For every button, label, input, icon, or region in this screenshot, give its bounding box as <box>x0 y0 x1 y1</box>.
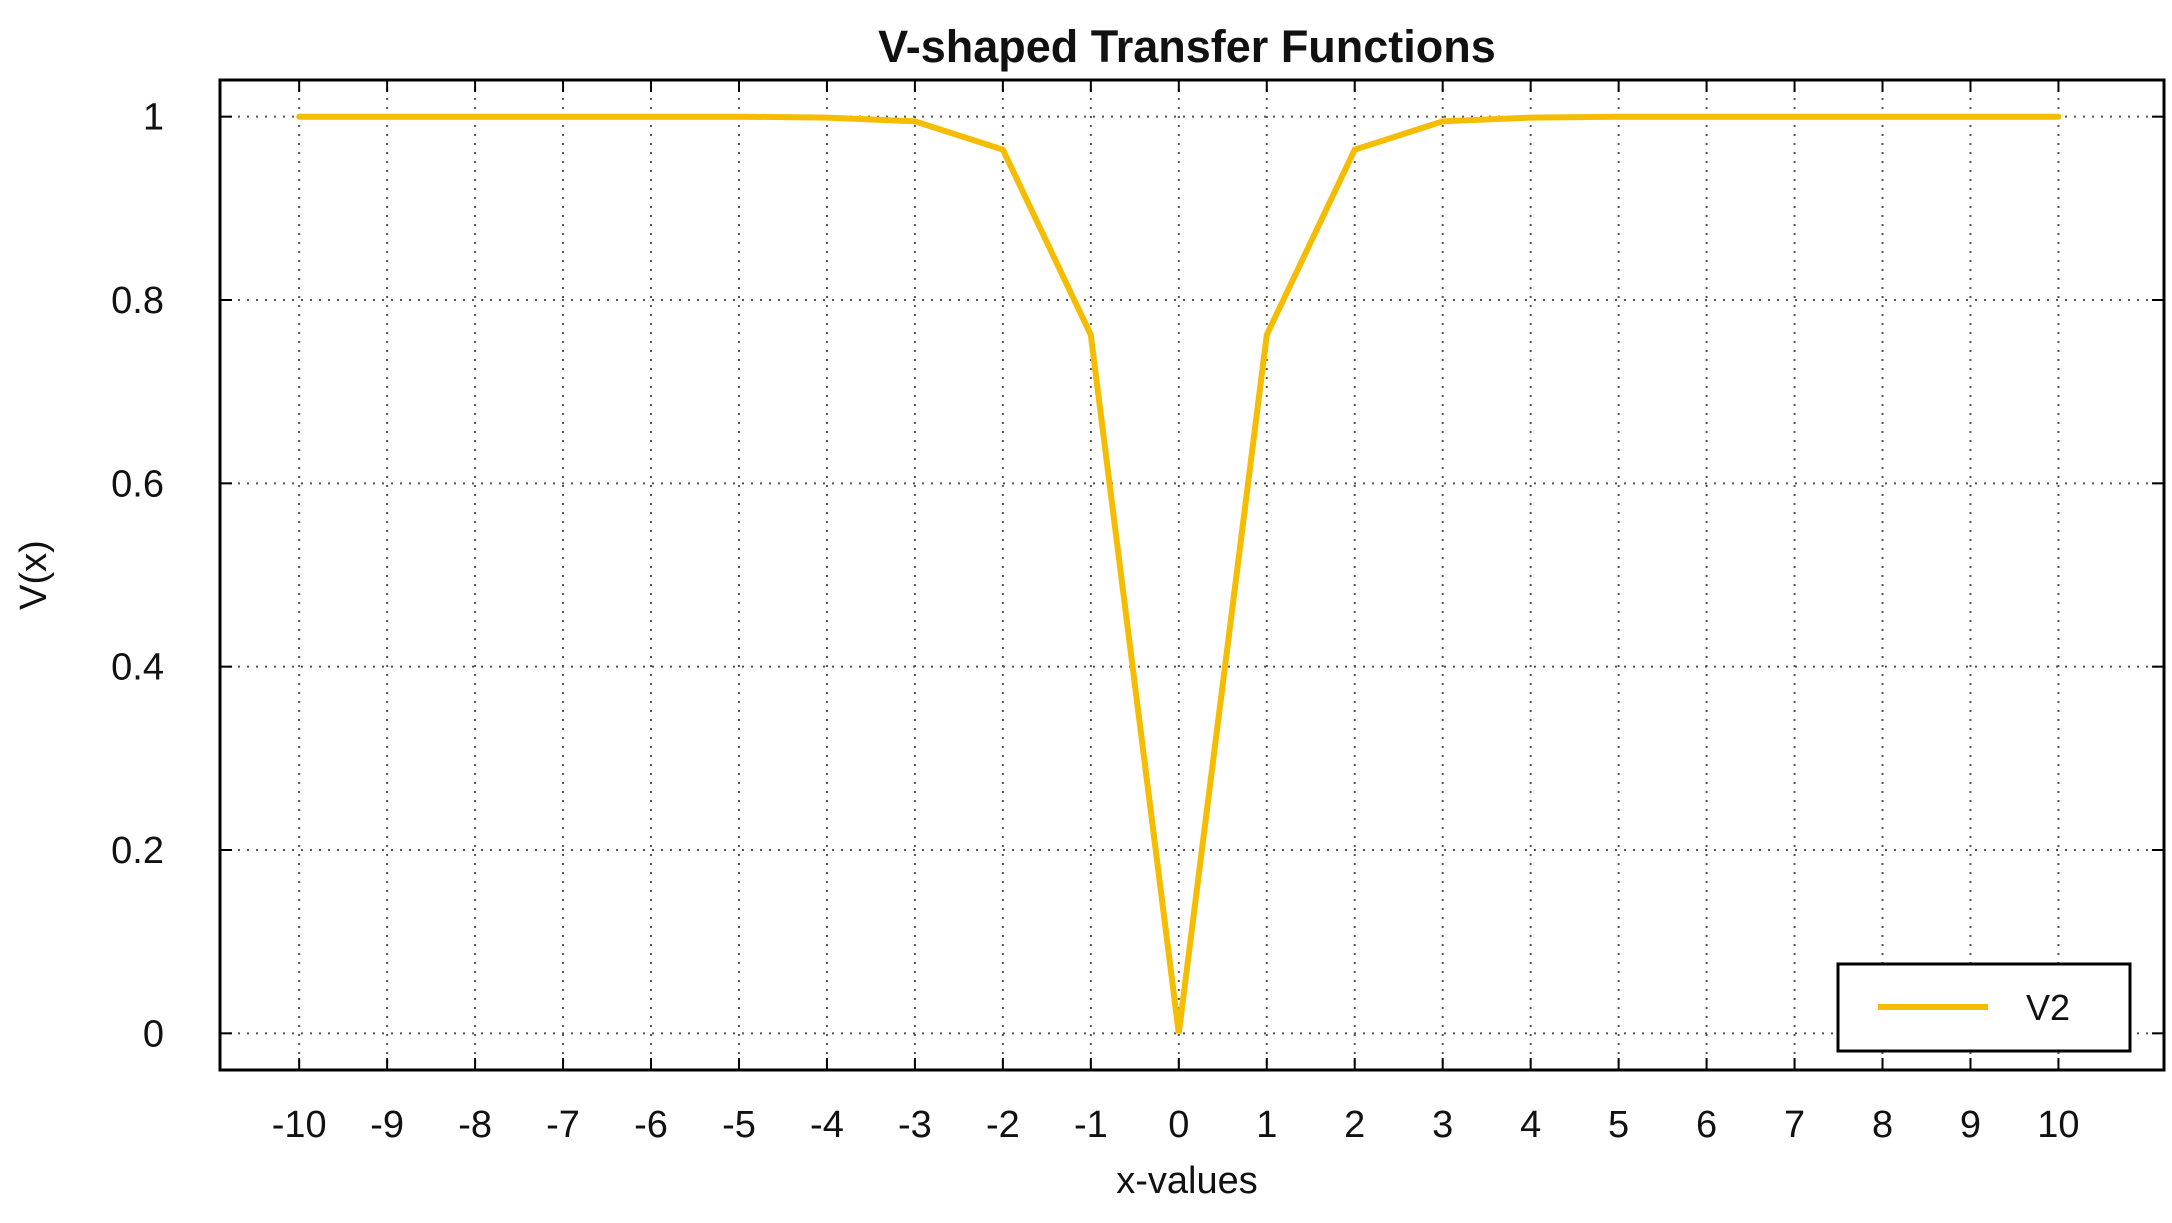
x-tick-label: 10 <box>2037 1104 2079 1146</box>
chart-title: V-shaped Transfer Functions <box>878 21 1496 72</box>
y-axis-label: V(x) <box>13 540 55 610</box>
legend: V2 <box>1836 962 2132 1053</box>
y-tick-label: 0.4 <box>111 647 164 689</box>
x-tick-label: 4 <box>1520 1104 1541 1146</box>
y-axis-ticks: 0 0.2 0.4 0.6 0.8 1 <box>111 97 2164 1055</box>
y-tick-label: 1 <box>143 97 164 139</box>
y-tick-label: 0.8 <box>111 280 164 322</box>
x-tick-label: 5 <box>1608 1104 1629 1146</box>
x-tick-label: -3 <box>898 1104 932 1146</box>
series-line-v2 <box>296 113 2062 1034</box>
series-layer <box>296 113 2062 1034</box>
x-tick-label: 2 <box>1344 1104 1365 1146</box>
x-tick-label: -6 <box>634 1104 668 1146</box>
y-tick-label: 0 <box>143 1013 164 1055</box>
x-tick-label: -2 <box>986 1104 1020 1146</box>
x-tick-label: -10 <box>272 1104 327 1146</box>
x-tick-label: -9 <box>370 1104 404 1146</box>
y-tick-label: 0.6 <box>111 463 164 505</box>
x-axis-label: x-values <box>1116 1160 1258 1202</box>
plot-area-frame <box>218 78 2166 1072</box>
x-tick-label: -4 <box>810 1104 844 1146</box>
x-tick-label: 9 <box>1960 1104 1981 1146</box>
legend-label-v2: V2 <box>2026 987 2070 1028</box>
x-tick-label: 8 <box>1872 1104 1893 1146</box>
x-tick-label: -1 <box>1074 1104 1108 1146</box>
x-tick-label: -8 <box>458 1104 492 1146</box>
x-tick-label: -7 <box>546 1104 580 1146</box>
y-tick-label: 0.2 <box>111 830 164 872</box>
x-tick-label: 1 <box>1256 1104 1277 1146</box>
x-tick-label: 3 <box>1432 1104 1453 1146</box>
x-tick-label: 7 <box>1784 1104 1805 1146</box>
x-axis-ticks: -10 -9 -8 -7 -6 -5 -4 -3 -2 -1 0 1 2 3 4 5 6 7 8 9 10 <box>272 80 2080 1146</box>
x-tick-label: -5 <box>722 1104 756 1146</box>
x-tick-label: 0 <box>1168 1104 1189 1146</box>
x-tick-label: 6 <box>1696 1104 1717 1146</box>
